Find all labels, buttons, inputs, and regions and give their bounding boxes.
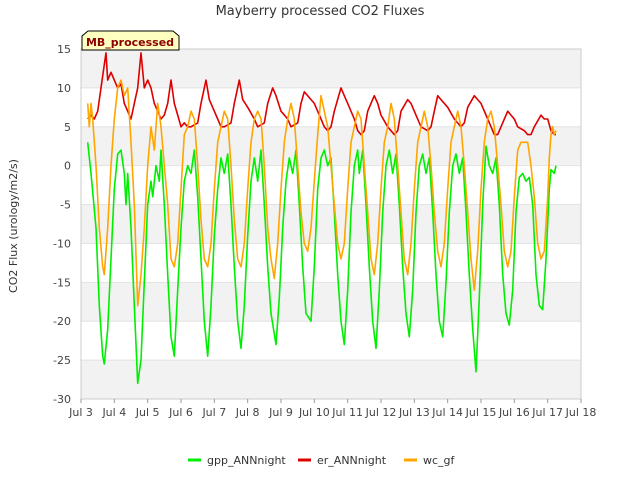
chart-title: Mayberry processed CO2 Fluxes xyxy=(216,4,425,19)
legend-label: gpp_ANNnight xyxy=(207,454,286,467)
x-tick-label: Jul 14 xyxy=(431,406,463,419)
y-tick-label: 5 xyxy=(64,121,71,134)
x-tick-label: Jul 8 xyxy=(235,406,260,419)
x-tick-label: Jul 12 xyxy=(365,406,397,419)
x-axis: Jul 3 Jul 4 Jul 5 Jul 6 Jul 7 Jul 8 Jul 9 Jul 1… xyxy=(68,399,596,419)
x-tick-label: Jul 10 xyxy=(298,406,330,419)
y-axis-title: CO2 Flux (urology/m2/s) xyxy=(7,159,20,293)
y-axis: 15 10 5 0 -5 -10 -15 -20 -25 -30 xyxy=(53,43,71,406)
series-line-gpp_ANNnight xyxy=(86,142,557,385)
y-tick-label: -20 xyxy=(53,315,71,328)
legend: gpp_ANNnight er_ANNnight wc_gf xyxy=(188,454,456,467)
mb-processed-badge: MB_processed xyxy=(81,30,180,51)
background-band xyxy=(81,282,581,322)
background-band xyxy=(81,321,581,361)
background-bands xyxy=(81,49,581,399)
x-tick-label: Jul 17 xyxy=(531,406,563,419)
background-band xyxy=(81,360,581,399)
x-tick-label: Jul 7 xyxy=(201,406,226,419)
y-tick-label: -10 xyxy=(53,237,71,250)
y-tick-label: 10 xyxy=(57,82,71,95)
y-tick-label: 15 xyxy=(57,43,71,56)
background-band xyxy=(81,204,581,244)
background-band xyxy=(81,49,581,88)
series-line-er_ANNnight xyxy=(87,52,556,136)
y-tick-label: -25 xyxy=(53,354,71,367)
y-tick-label: -30 xyxy=(53,393,71,406)
x-tick-label: Jul 6 xyxy=(168,406,193,419)
background-band xyxy=(81,243,581,283)
series-line-wc_gf xyxy=(86,79,557,307)
x-tick-label: Jul 13 xyxy=(398,406,430,419)
x-tick-label: Jul 4 xyxy=(101,406,126,419)
x-tick-label: Jul 3 xyxy=(68,406,93,419)
series-lines xyxy=(86,52,557,385)
y-tick-label: -15 xyxy=(53,276,71,289)
x-tick-label: Jul 5 xyxy=(135,406,160,419)
background-band xyxy=(81,87,581,127)
x-tick-label: Jul 15 xyxy=(465,406,497,419)
x-tick-label: Jul 11 xyxy=(331,406,363,419)
y-tick-label: 0 xyxy=(64,160,71,173)
x-tick-label: Jul 18 xyxy=(565,406,597,419)
legend-label: wc_gf xyxy=(423,454,456,467)
x-tick-label: Jul 16 xyxy=(498,406,530,419)
plot-frame xyxy=(80,48,582,400)
badge-label: MB_processed xyxy=(86,36,174,49)
x-tick-label: Jul 9 xyxy=(268,406,293,419)
y-tick-label: -5 xyxy=(60,199,71,212)
legend-label: er_ANNnight xyxy=(317,454,387,467)
